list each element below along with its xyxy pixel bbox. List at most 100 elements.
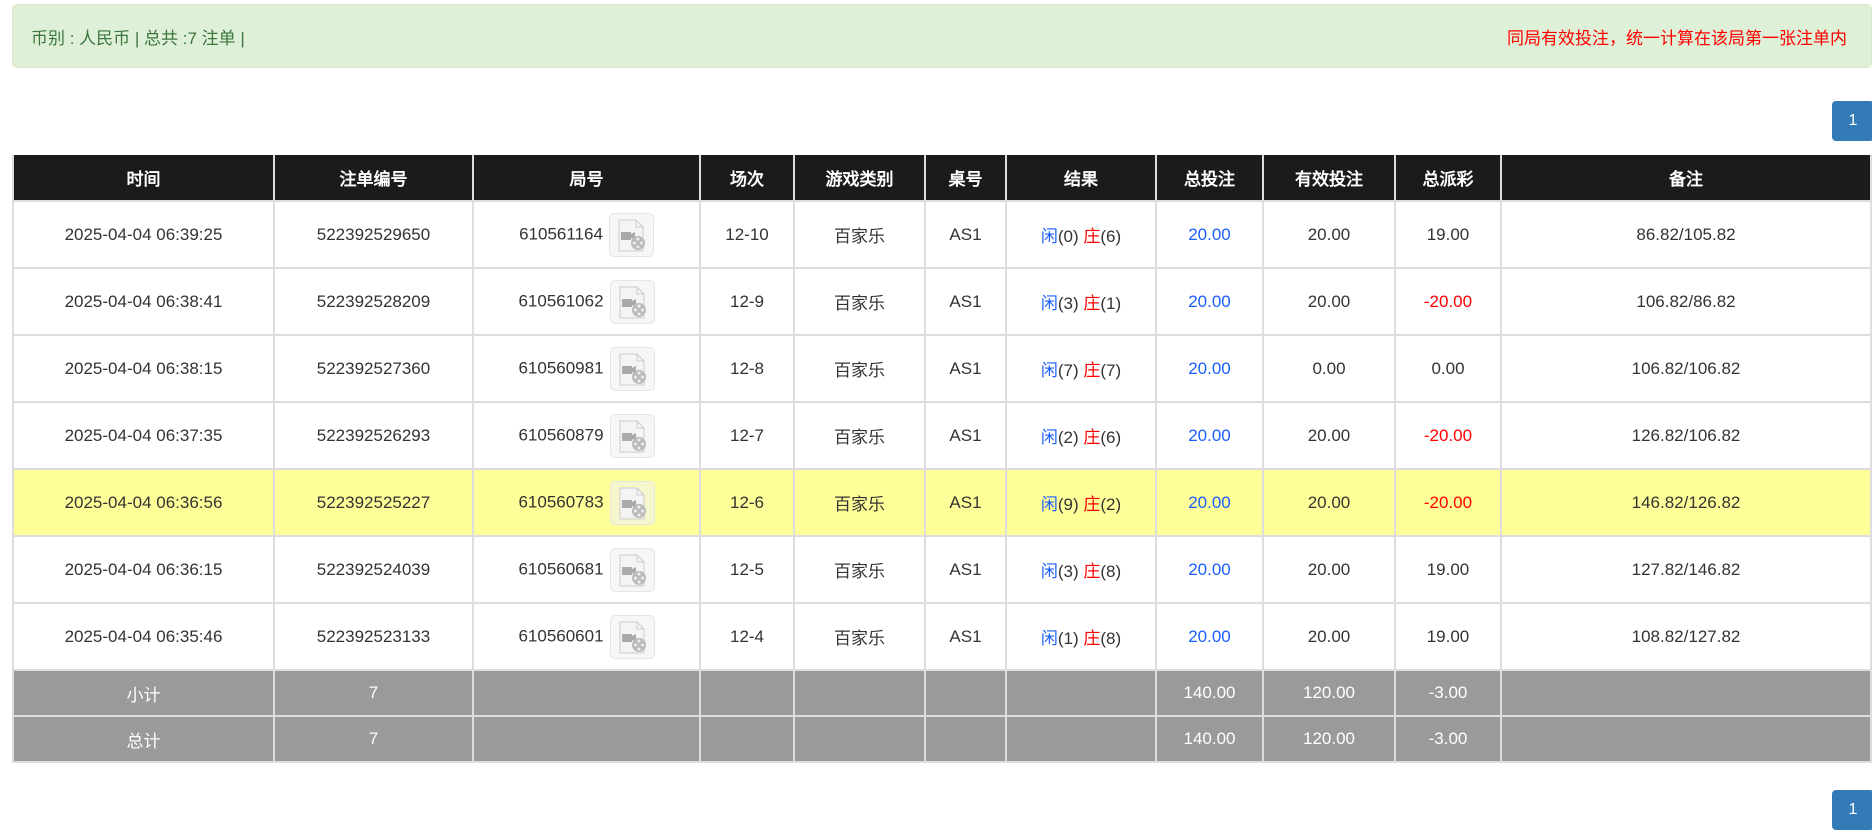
cell-bet-id: 522392528209 xyxy=(273,267,474,336)
video-replay-icon[interactable] xyxy=(609,279,655,324)
subtotal-row: 小计 7 140.00 120.00 -3.00 xyxy=(12,669,1872,717)
cell-valid-bet-value: 20.00 xyxy=(1307,626,1351,646)
player-score: (1) xyxy=(1057,629,1079,648)
cell-round: 610560981 xyxy=(472,334,701,403)
cell-total-bet-value: 20.00 xyxy=(1188,559,1231,579)
banker-score: (6) xyxy=(1100,227,1122,246)
cell-game-value: 百家乐 xyxy=(834,361,885,380)
banker-label: 庄 xyxy=(1083,294,1101,313)
cell-session: 12-4 xyxy=(699,602,795,671)
subtotal-valid: 120.00 xyxy=(1262,669,1396,717)
cell-total-bet: 20.00 xyxy=(1155,535,1264,604)
cell-payout-value: 19.00 xyxy=(1426,559,1470,579)
column-header: 有效投注 xyxy=(1262,155,1396,202)
subtotal-count-value: 7 xyxy=(368,683,379,702)
cell-payout-value: 19.00 xyxy=(1426,224,1470,244)
cell-bet-id-value: 522392527360 xyxy=(316,358,431,378)
cell-total-bet: 20.00 xyxy=(1155,200,1264,269)
cell-total-bet: 20.00 xyxy=(1155,334,1264,403)
grand_total-total-value: 140.00 xyxy=(1183,729,1236,748)
cell-payout: 19.00 xyxy=(1394,602,1502,671)
cell-result: 闲(0) 庄(6) xyxy=(1005,200,1157,269)
grand_total-valid: 120.00 xyxy=(1262,715,1396,763)
cell-bet-id: 522392529650 xyxy=(273,200,474,269)
cell-valid-bet: 20.00 xyxy=(1262,535,1396,604)
banker-label: 庄 xyxy=(1083,227,1101,246)
cell-session-value: 12-9 xyxy=(729,291,765,311)
round-number: 610560783 xyxy=(518,491,604,511)
cell-session: 12-8 xyxy=(699,334,795,403)
empty-cell xyxy=(924,715,1007,763)
cell-game: 百家乐 xyxy=(793,468,926,537)
cell-valid-bet-value: 20.00 xyxy=(1307,224,1351,244)
round-number: 610560879 xyxy=(518,424,604,444)
cell-total-bet: 20.00 xyxy=(1155,267,1264,336)
cell-table: AS1 xyxy=(924,535,1007,604)
cell-note-value: 127.82/146.82 xyxy=(1631,559,1741,579)
cell-time: 2025-04-04 06:39:25 xyxy=(12,200,275,269)
video-replay-icon[interactable] xyxy=(609,547,655,592)
cell-total-bet-value: 20.00 xyxy=(1188,626,1231,646)
cell-bet-id-value: 522392526293 xyxy=(316,425,431,445)
cell-session: 12-6 xyxy=(699,468,795,537)
cell-total-bet-value: 20.00 xyxy=(1188,291,1231,311)
cell-total-bet-value: 20.00 xyxy=(1188,224,1231,244)
empty-cell xyxy=(924,669,1007,717)
cell-payout: -20.00 xyxy=(1394,267,1502,336)
grand_total-row: 总计 7 140.00 120.00 -3.00 xyxy=(12,715,1872,763)
cell-table-value: AS1 xyxy=(949,492,982,512)
cell-table-value: AS1 xyxy=(949,626,982,646)
cell-valid-bet-value: 20.00 xyxy=(1307,291,1351,311)
cell-payout: 0.00 xyxy=(1394,334,1502,403)
cell-session: 12-5 xyxy=(699,535,795,604)
cell-time: 2025-04-04 06:38:15 xyxy=(12,334,275,403)
cell-payout-value: -20.00 xyxy=(1423,425,1473,445)
empty-cell xyxy=(1500,669,1872,717)
pagination-page-1[interactable]: 1 xyxy=(1832,101,1872,141)
cell-game: 百家乐 xyxy=(793,200,926,269)
cell-round: 610561062 xyxy=(472,267,701,336)
empty-cell xyxy=(472,669,701,717)
pagination-page-1-bottom[interactable]: 1 xyxy=(1832,790,1872,830)
cell-total-bet: 20.00 xyxy=(1155,401,1264,470)
table-row: 2025-04-04 06:38:15 522392527360 610560981… xyxy=(12,334,1872,403)
banker-score: (1) xyxy=(1100,294,1122,313)
video-replay-icon[interactable] xyxy=(609,480,655,525)
notice-text: 同局有效投注，统一计算在该局第一张注单内 xyxy=(1507,28,1847,48)
grand_total-count: 7 xyxy=(273,715,474,763)
cell-table-value: AS1 xyxy=(949,559,982,579)
video-replay-icon[interactable] xyxy=(609,413,655,458)
video-replay-icon[interactable] xyxy=(609,346,655,391)
cell-session: 12-10 xyxy=(699,200,795,269)
cell-time-value: 2025-04-04 06:38:15 xyxy=(64,358,223,378)
column-header: 场次 xyxy=(699,155,795,202)
cell-time-value: 2025-04-04 06:37:35 xyxy=(64,425,223,445)
empty-cell xyxy=(1500,715,1872,763)
cell-table: AS1 xyxy=(924,468,1007,537)
cell-round: 610560601 xyxy=(472,602,701,671)
round-number: 610560981 xyxy=(518,357,604,377)
column-header: 注单编号 xyxy=(273,155,474,202)
video-replay-icon[interactable] xyxy=(608,212,654,257)
cell-round: 610561164 xyxy=(472,200,701,269)
empty-cell xyxy=(793,669,926,717)
cell-payout: -20.00 xyxy=(1394,401,1502,470)
column-header: 备注 xyxy=(1500,155,1872,202)
cell-note: 108.82/127.82 xyxy=(1500,602,1872,671)
column-header: 总派彩 xyxy=(1394,155,1502,202)
table-row: 2025-04-04 06:36:15 522392524039 610560681… xyxy=(12,535,1872,604)
cell-session-value: 12-10 xyxy=(725,224,769,244)
player-score: (0) xyxy=(1057,227,1079,246)
cell-game-value: 百家乐 xyxy=(834,227,885,246)
banker-label: 庄 xyxy=(1083,361,1101,380)
player-label: 闲 xyxy=(1040,294,1058,313)
table-row: 2025-04-04 06:39:25 522392529650 610561164… xyxy=(12,200,1872,269)
cell-result: 闲(3) 庄(8) xyxy=(1005,535,1157,604)
column-header: 总投注 xyxy=(1155,155,1264,202)
cell-session-value: 12-4 xyxy=(729,626,765,646)
cell-session-value: 12-6 xyxy=(729,492,765,512)
grand_total-count-value: 7 xyxy=(368,729,379,748)
cell-table: AS1 xyxy=(924,401,1007,470)
banker-score: (2) xyxy=(1100,495,1122,514)
video-replay-icon[interactable] xyxy=(609,614,655,659)
